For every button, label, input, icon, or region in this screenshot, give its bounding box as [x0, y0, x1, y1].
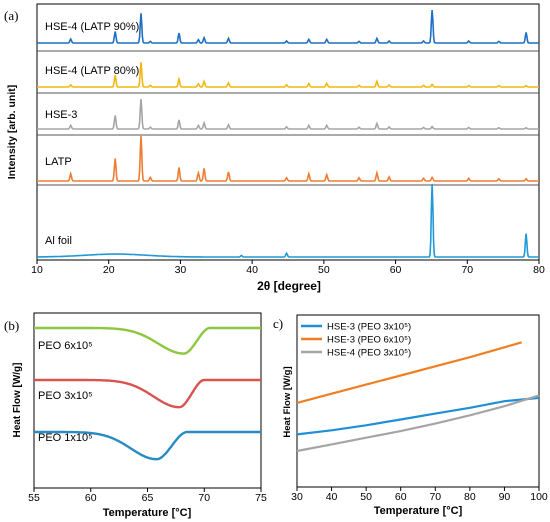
legend-label: HSE-3 (PEO 3x10⁵): [327, 322, 411, 333]
panel-a-plot-frame: [36, 3, 540, 261]
panel-c: c) 30 40 50 60 70 80 90 100 HSE-3 (PEO 3x10⁵)HS…: [273, 314, 548, 517]
series-label-al-foil: Al foil: [45, 235, 72, 247]
legend-label: HSE-3 (PEO 6x10⁵): [327, 335, 411, 346]
panel-a-xtick-label: 10: [31, 264, 43, 276]
panel-a-xtick-label: 40: [246, 264, 258, 276]
panel-b-xtick-label: 70: [198, 492, 210, 504]
xrd-trace-1: [37, 9, 539, 44]
panel-a-xtick-label: 20: [103, 264, 115, 276]
panel-b: (b) 55 60 65 70 75 PEO 6x10⁵ PEO 3x10⁵ PEO 1…: [4, 312, 267, 519]
panel-c-ylabel: Heat Flow [W/g]: [282, 366, 293, 437]
xrd-trace-3: [37, 98, 539, 130]
legend-label: HSE-4 (PEO 3x10⁵): [327, 348, 411, 359]
series-label-hse4-90: HSE-4 (LATP 90%): [45, 21, 139, 33]
panel-c-xtick-label: 90: [499, 491, 511, 503]
dsc-trace-1: [34, 326, 261, 355]
panel-a-label: (a): [4, 8, 18, 23]
panel-c-xtick-label: 50: [360, 491, 372, 503]
series-label-peo-6e5: PEO 6x10⁵: [38, 340, 93, 352]
panel-c-xtick-label: 30: [291, 491, 303, 503]
series-label-hse3: HSE-3: [45, 109, 77, 121]
panel-c-xtick-label: 40: [326, 491, 338, 503]
panel-a-xtick-label: 80: [533, 264, 545, 276]
panel-b-ylabel: Heat Flow [W/g]: [12, 363, 23, 438]
panel-a-xtick-label: 50: [318, 264, 330, 276]
panel-b-xtick-label: 75: [255, 492, 267, 504]
panel-c-label: c): [273, 316, 283, 331]
panel-b-xtick-label: 55: [28, 492, 40, 504]
panel-a-xtick-label: 30: [175, 264, 187, 276]
panel-a-xtick-label: 70: [461, 264, 473, 276]
panel-c-xtick-label: 60: [395, 491, 407, 503]
xrd-trace-4: [37, 135, 539, 182]
heatflow-trace-1: [296, 396, 540, 436]
dsc-trace-2: [34, 378, 261, 409]
panel-c-xtick-label: 100: [530, 491, 548, 503]
panel-b-xtick-label: 60: [85, 492, 97, 504]
panel-a: (a) 10 20 30 40 50 60 70 80 HSE-4 (LATP 90%) HS…: [4, 3, 545, 293]
panel-c-plot-frame: [296, 314, 540, 488]
panel-a-ylabel: Intensity [arb. unit]: [6, 85, 18, 180]
panel-c-xtick-label: 70: [429, 491, 441, 503]
panel-b-label: (b): [4, 318, 19, 333]
series-label-peo-1e5: PEO 1x10⁵: [38, 432, 93, 444]
panel-c-xtick-label: 80: [464, 491, 476, 503]
series-label-latp: LATP: [45, 156, 72, 168]
panel-a-xtick-label: 60: [390, 264, 402, 276]
xrd-trace-2: [37, 62, 539, 88]
panel-a-xlabel: 2θ [degree]: [257, 279, 321, 293]
xrd-trace-5: [37, 183, 539, 258]
heatflow-trace-3: [296, 394, 540, 453]
panel-b-xtick-label: 65: [142, 492, 154, 504]
series-label-peo-3e5: PEO 3x10⁵: [38, 390, 93, 402]
panel-b-xlabel: Temperature [°C]: [103, 507, 192, 519]
series-label-hse4-80: HSE-4 (LATP 80%): [45, 65, 139, 77]
panel-c-xlabel: Temperature [°C]: [374, 505, 463, 517]
dsc-trace-3: [34, 430, 261, 461]
panel-c-legend: HSE-3 (PEO 3x10⁵) HSE-3 (PEO 6x10⁵) HSE-4 …: [301, 322, 411, 359]
heatflow-trace-2: [296, 341, 523, 404]
